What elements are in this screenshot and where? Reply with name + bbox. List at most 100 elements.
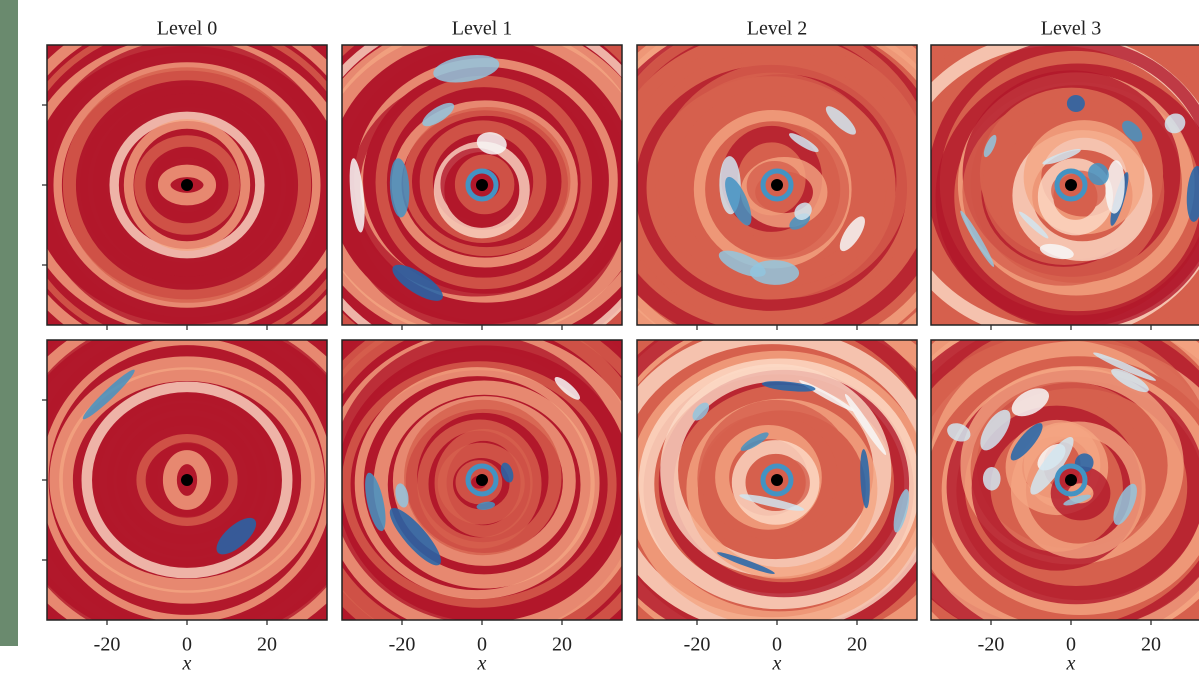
texture: [947, 423, 971, 442]
texture: [1186, 165, 1199, 222]
texture: [717, 552, 775, 574]
texture: [1019, 211, 1049, 239]
x-tick-label: 0: [477, 634, 487, 656]
texture: [931, 341, 1199, 620]
texture: [437, 442, 525, 525]
texture: [342, 45, 622, 325]
core: [760, 463, 794, 497]
sink: [771, 474, 783, 486]
texture: [136, 434, 238, 526]
texture: [718, 250, 766, 277]
texture: [983, 134, 997, 158]
x-tick-label: 20: [257, 634, 277, 656]
side-bar: [0, 0, 18, 646]
texture: [59, 367, 315, 593]
texture: [1039, 243, 1074, 260]
texture: [389, 507, 441, 566]
texture: [433, 55, 500, 83]
texture: [49, 356, 325, 604]
texture: [342, 361, 617, 608]
texture: [893, 489, 910, 533]
texture: [454, 154, 515, 215]
texture: [422, 102, 455, 127]
texture: [740, 432, 769, 451]
x-axis-label: x: [477, 653, 487, 674]
texture: [982, 467, 1001, 491]
texture: [148, 442, 226, 518]
panel-title: Level 1: [452, 18, 513, 40]
panel-image: [637, 45, 917, 325]
texture: [1113, 483, 1137, 525]
x-tick-label: -20: [978, 634, 1005, 656]
texture: [1088, 163, 1109, 186]
texture: [1063, 494, 1091, 506]
x-tick-label: 0: [1066, 634, 1076, 656]
texture: [216, 517, 257, 555]
x-tick-label: 20: [847, 634, 867, 656]
texture: [500, 462, 514, 483]
texture: [825, 106, 856, 135]
panel-image: [931, 45, 1199, 325]
panel-image: [931, 340, 1199, 620]
texture: [761, 381, 816, 392]
texture: [62, 67, 312, 303]
x-tick-label: -20: [389, 634, 416, 656]
texture: [860, 449, 870, 509]
x-tick-label: -20: [684, 634, 711, 656]
texture: [794, 202, 812, 221]
texture: [152, 148, 222, 222]
panel-image: [47, 340, 327, 620]
texture: [342, 340, 622, 620]
texture: [395, 483, 409, 508]
texture: [53, 62, 321, 308]
texture: [980, 409, 1011, 451]
texture: [725, 176, 752, 226]
texture: [1105, 160, 1125, 214]
x-tick-label: 0: [772, 634, 782, 656]
panel-image: [342, 340, 622, 620]
core: [1054, 168, 1088, 202]
texture: [476, 501, 496, 510]
texture: [960, 210, 995, 267]
texture: [47, 45, 327, 325]
x-axis-label: x: [772, 653, 782, 674]
sink: [476, 474, 488, 486]
texture: [82, 369, 135, 420]
texture: [349, 158, 365, 233]
texture: [1037, 158, 1114, 236]
sink: [181, 179, 193, 191]
texture: [47, 340, 327, 620]
core: [465, 168, 499, 202]
texture: [109, 111, 265, 259]
core: [760, 168, 794, 202]
panel-image: [47, 45, 327, 325]
texture: [1111, 368, 1149, 393]
texture: [1122, 120, 1143, 142]
panel-title: Level 2: [747, 18, 808, 40]
texture: [1011, 388, 1050, 417]
texture: [1042, 149, 1081, 165]
texture: [962, 97, 1165, 286]
sink: [771, 179, 783, 191]
texture: [123, 119, 251, 251]
core: [465, 463, 499, 497]
x-axis-label: x: [182, 653, 192, 674]
texture: [375, 75, 593, 290]
x-tick-label: 20: [1141, 634, 1161, 656]
texture: [389, 158, 410, 218]
panel-image: [342, 45, 622, 325]
panel-title: Level 0: [157, 18, 218, 40]
texture: [417, 419, 542, 549]
texture: [1164, 113, 1186, 134]
texture: [80, 86, 294, 284]
sink: [476, 179, 488, 191]
texture: [106, 402, 268, 558]
sink: [1065, 474, 1077, 486]
texture: [365, 472, 386, 532]
texture: [92, 393, 282, 567]
texture: [116, 415, 258, 545]
texture: [554, 376, 581, 400]
texture: [157, 164, 217, 206]
texture: [1050, 466, 1111, 521]
